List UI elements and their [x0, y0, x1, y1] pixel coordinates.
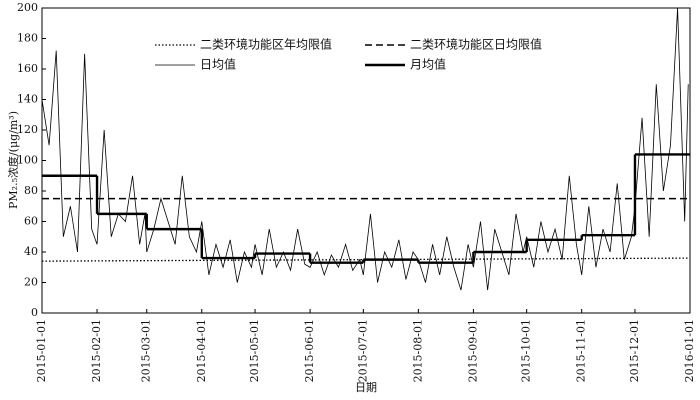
y-tick-label: 100	[17, 154, 38, 167]
x-tick-label: 2015-08-01	[411, 319, 424, 382]
y-tick-label: 140	[17, 93, 38, 106]
y-tick-label: 160	[17, 62, 38, 75]
y-tick-label: 120	[17, 123, 38, 136]
series-line	[41, 257, 691, 262]
x-tick-label: 2015-12-01	[628, 319, 641, 382]
x-tick-label: 2015-11-01	[575, 319, 588, 382]
x-axis-label: 日期	[355, 381, 377, 394]
y-tick-label: 80	[24, 184, 38, 197]
x-tick-label: 2015-04-01	[195, 319, 208, 382]
x-tick-label: 2015-06-01	[303, 319, 316, 382]
y-axis-label: PM₂.₅浓度/(μg/m³)	[6, 111, 20, 209]
plot-frame	[41, 7, 691, 314]
y-tick-label: 20	[24, 276, 38, 289]
x-tick-label: 2015-05-01	[248, 319, 261, 382]
x-tick-label: 2015-03-01	[140, 319, 153, 382]
y-tick-label: 200	[17, 1, 38, 14]
legend-label: 二类环境功能区年均限值	[200, 37, 332, 52]
x-tick-label: 2015-07-01	[356, 319, 369, 382]
x-tick-label: 2015-09-01	[466, 319, 479, 382]
series-line	[41, 7, 689, 291]
x-tick-label: 2015-02-01	[90, 319, 103, 382]
y-tick-label: 60	[24, 215, 38, 228]
y-tick-label: 0	[31, 306, 38, 319]
legend-label: 月均值	[410, 57, 446, 72]
y-tick-label: 40	[24, 245, 38, 258]
x-tick-label: 2016-01-01	[683, 319, 696, 382]
x-tick-label: 2015-01-01	[35, 319, 48, 382]
y-tick-label: 180	[17, 32, 38, 45]
x-tick-label: 2015-10-01	[520, 319, 533, 382]
legend-label: 日均值	[200, 57, 236, 72]
legend-label: 二类环境功能区日均限值	[410, 37, 542, 52]
